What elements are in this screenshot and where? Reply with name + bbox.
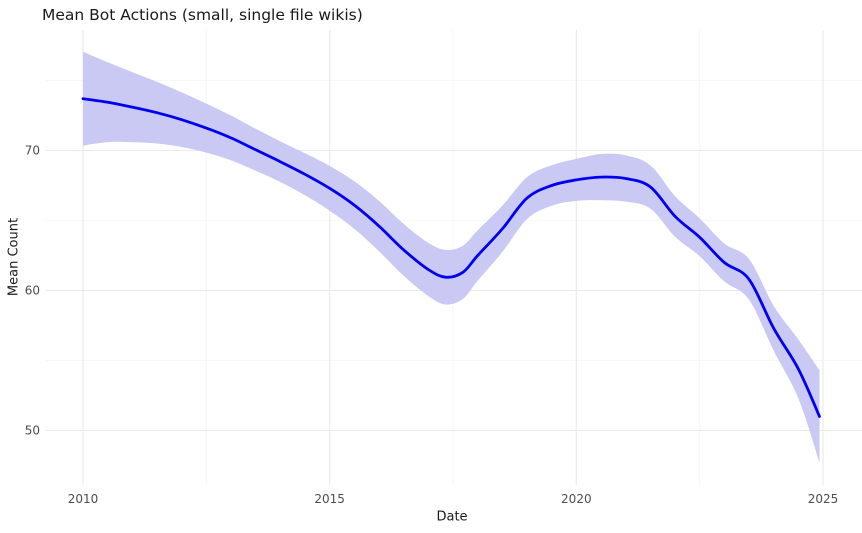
x-tick-label: 2020 [561, 492, 592, 506]
x-tick-label: 2025 [808, 492, 839, 506]
confidence-ribbon [83, 51, 820, 463]
x-axis-title: Date [436, 509, 468, 525]
y-axis-title: Mean Count [6, 217, 22, 297]
y-tick-label: 50 [25, 424, 40, 438]
x-tick-label: 2015 [314, 492, 345, 506]
chart-title: Mean Bot Actions (small, single file wik… [42, 6, 363, 24]
smoothed-mean-line [81, 97, 821, 418]
y-tick-label: 70 [25, 144, 40, 158]
y-tick-label: 60 [25, 284, 40, 298]
x-tick-label: 2010 [68, 492, 99, 506]
